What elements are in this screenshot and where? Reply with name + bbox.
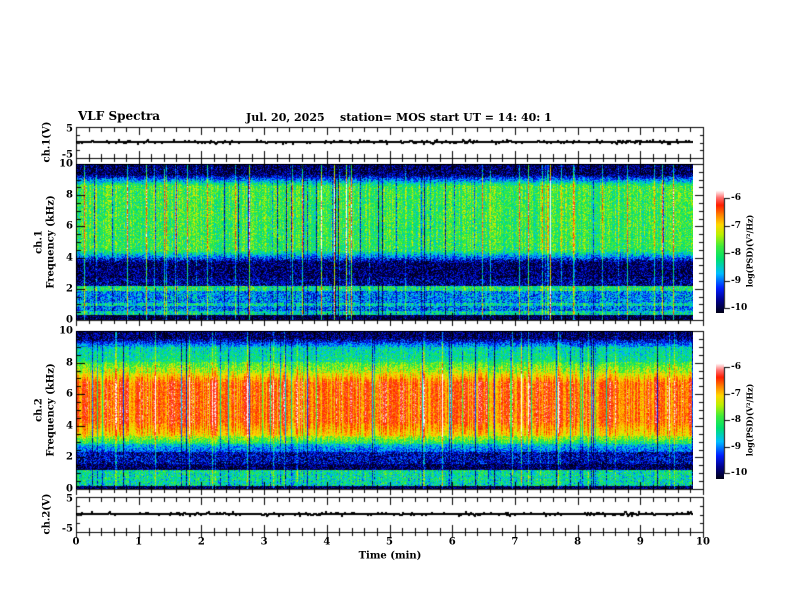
ch2-label-line1: ch.2 xyxy=(33,398,45,422)
ch2-frequency-axis-label: ch.2 Frequency (kHz) xyxy=(34,363,57,456)
start-ut-label: start UT = 14: 40: 1 xyxy=(430,111,552,124)
station-label: station= MOS xyxy=(340,111,426,124)
x-tick-label: 7 xyxy=(511,536,519,548)
freq-tick-label: 10 xyxy=(59,158,73,170)
freq-tick-label: 8 xyxy=(66,357,73,369)
freq-tick-label: 2 xyxy=(66,451,73,463)
x-tick-label: 4 xyxy=(323,536,331,548)
colorbar-tick-label: -7 xyxy=(731,220,741,231)
freq-tick-label: 0 xyxy=(66,483,73,495)
colorbar-ch1 xyxy=(716,190,724,313)
colorbar1-unit-label: log(PSD)(V²/Hz) xyxy=(744,214,755,288)
voltage-tick-label: -5 xyxy=(61,523,73,535)
x-tick-label: 9 xyxy=(636,536,644,548)
voltage-tick-label: 5 xyxy=(66,493,73,505)
date-label: Jul. 20, 2025 xyxy=(246,111,325,124)
colorbar-tick-label: -9 xyxy=(731,275,741,286)
colorbar-tick-label: -10 xyxy=(731,303,748,313)
colorbar-tick-label: -9 xyxy=(731,441,741,452)
ch2-label-line2: Frequency (kHz) xyxy=(45,363,56,457)
colorbar-tick-label: -8 xyxy=(731,248,741,258)
ch1-spectrogram-canvas xyxy=(76,164,693,320)
x-tick-label: 2 xyxy=(197,536,205,548)
x-tick-label: 8 xyxy=(574,536,582,548)
freq-tick-label: 0 xyxy=(66,314,73,326)
freq-tick-label: 6 xyxy=(66,388,73,400)
ch2-voltage-axis-label: ch.2(V) xyxy=(41,493,53,535)
voltage-tick-label: 5 xyxy=(66,123,73,135)
ch1-label-line2: Frequency (kHz) xyxy=(45,195,56,289)
freq-tick-label: 6 xyxy=(66,220,73,232)
x-tick-label: 5 xyxy=(386,536,393,548)
voltage-tick-label: -5 xyxy=(61,149,73,161)
colorbar-ch2 xyxy=(716,363,724,479)
plot-title: VLF Spectra xyxy=(78,109,161,123)
freq-tick-label: 10 xyxy=(59,325,73,337)
x-tick-label: 10 xyxy=(696,536,710,548)
colorbar-tick-label: -7 xyxy=(731,388,741,399)
freq-tick-label: 8 xyxy=(66,189,73,201)
freq-tick-label: 2 xyxy=(66,283,73,295)
x-tick-label: 3 xyxy=(260,536,268,548)
colorbar2-unit-label: log(PSD)(V²/Hz) xyxy=(744,383,755,457)
x-tick-label: 6 xyxy=(448,536,456,548)
colorbar-tick-label: -6 xyxy=(731,193,741,203)
colorbar-tick-label: -10 xyxy=(731,468,748,478)
colorbar-tick-label: -8 xyxy=(731,415,741,425)
ch1-waveform-canvas xyxy=(76,127,693,158)
ch1-voltage-axis-label: ch.1(V) xyxy=(41,121,53,163)
ch2-waveform-canvas xyxy=(76,497,693,532)
x-tick-label: 1 xyxy=(135,536,143,548)
ch1-label-line1: ch.1 xyxy=(33,230,45,254)
colorbar-tick-label: -6 xyxy=(731,362,741,372)
freq-tick-label: 4 xyxy=(66,420,73,432)
ch2-spectrogram-canvas xyxy=(76,331,693,489)
time-axis-label: Time (min) xyxy=(358,550,422,562)
x-tick-label: 0 xyxy=(72,536,80,548)
freq-tick-label: 4 xyxy=(66,252,73,264)
ch1-frequency-axis-label: ch.1 Frequency (kHz) xyxy=(34,195,57,288)
